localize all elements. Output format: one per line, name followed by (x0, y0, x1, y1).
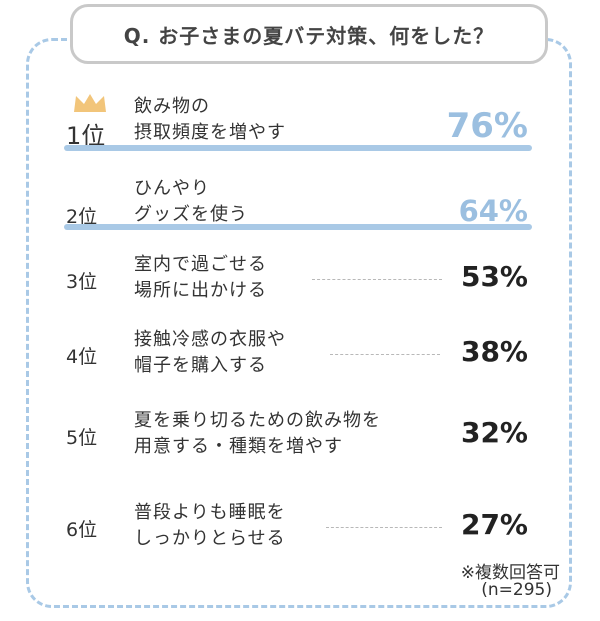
multiple-answer-note: ※複数回答可 (460, 563, 560, 583)
item-label-line-1: 接触冷感の衣服や (134, 329, 286, 350)
item-label-line-2: 帽子を購入する (134, 355, 267, 376)
value-label: 64% (458, 194, 528, 228)
rank-label: 5位 (66, 427, 98, 449)
rank-row-6: 6位 普段よりも睡眠を しっかりとらせる 27% (0, 500, 600, 560)
value-label: 32% (460, 416, 528, 449)
leader-line (330, 354, 440, 355)
highlight-underline (64, 145, 532, 151)
question-title: Q. お子さまの夏バテ対策、何をした？ (123, 23, 495, 48)
item-label-line-1: 夏を乗り切るための飲み物を (134, 410, 381, 431)
item-label-line-1: 飲み物の (134, 96, 210, 117)
rank-row-5: 5位 夏を乗り切るための飲み物を 用意する・種類を増やす 32% (0, 408, 600, 468)
rank-row-3: 3位 室内で過ごせる 場所に出かける 53% (0, 252, 600, 312)
rank-row-1: 1位 飲み物の 摂取頻度を増やす 76% (0, 92, 600, 154)
highlight-underline (64, 224, 532, 230)
sample-size-note: (n=295) (481, 580, 552, 600)
item-label-line-2: 場所に出かける (134, 280, 267, 301)
item-label-line-2: グッズを使う (134, 204, 248, 225)
leader-line (312, 279, 442, 280)
value-label: 38% (460, 335, 528, 368)
crown-icon (74, 94, 106, 112)
value-label: 76% (446, 106, 528, 146)
rank-label: 6位 (66, 519, 98, 541)
leader-line (326, 527, 442, 528)
item-label-line-2: 摂取頻度を増やす (134, 122, 286, 143)
item-label-line-1: 室内で過ごせる (134, 254, 267, 275)
rank-row-4: 4位 接触冷感の衣服や 帽子を購入する 38% (0, 327, 600, 387)
question-title-box: Q. お子さまの夏バテ対策、何をした？ (70, 4, 548, 64)
rank-row-2: 2位 ひんやり グッズを使う 64% (0, 174, 600, 236)
item-label-line-2: しっかりとらせる (134, 528, 286, 549)
value-label: 53% (460, 260, 528, 293)
rank-label: 4位 (66, 346, 98, 368)
item-label-line-1: 普段よりも睡眠を (134, 502, 286, 523)
rank-label: 2位 (66, 206, 98, 228)
item-label-line-1: ひんやり (134, 178, 210, 199)
item-label-line-2: 用意する・種類を増やす (134, 436, 343, 457)
value-label: 27% (460, 508, 528, 541)
rank-label: 3位 (66, 271, 98, 293)
